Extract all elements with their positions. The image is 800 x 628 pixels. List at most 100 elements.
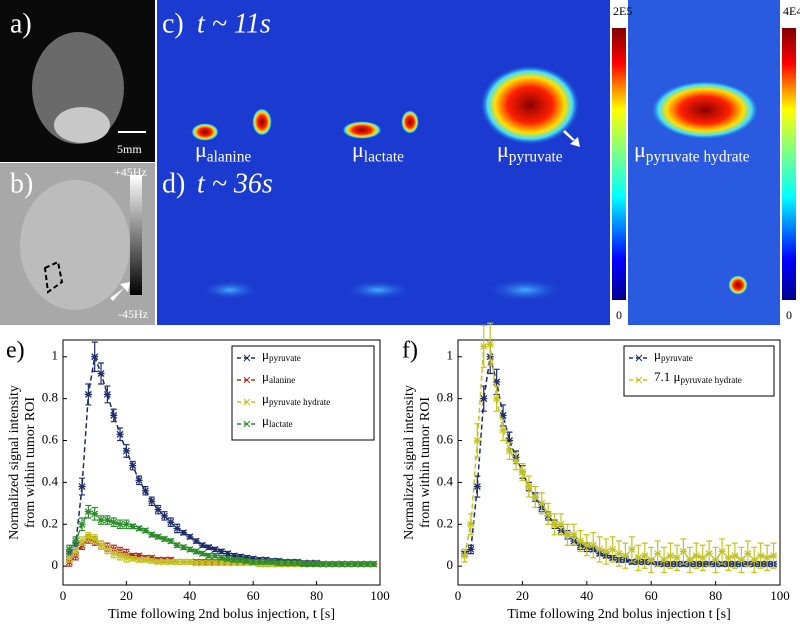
signal [252,108,272,136]
y-tick-label: 0.6 [42,431,59,446]
data-point [198,541,206,549]
y-tick-label: 0.4 [42,473,59,488]
data-point [557,520,565,528]
data-point [205,552,213,560]
data-point [230,556,238,564]
colorbar-label: 0 [616,308,622,322]
data-point [122,520,130,528]
data-point [679,548,687,555]
x-tick-label: 100 [770,588,790,603]
data-point [287,559,295,567]
data-point [160,512,168,520]
data-point [97,541,105,549]
data-point [198,559,206,567]
data-point [103,390,111,398]
legend-label: μpyruvate hydrate [262,391,330,407]
data-point [692,552,700,560]
data-point [65,554,73,562]
roi [43,260,64,294]
data-point [173,541,181,549]
data-point [667,552,675,560]
data-point [167,537,175,545]
data-point [179,529,187,537]
data-point [313,560,321,568]
data-point [647,556,655,564]
data-point [576,537,584,545]
data-point [192,548,200,555]
data-point [103,516,111,524]
data-point [351,560,359,568]
panel-label: f) [402,338,418,364]
map-label: μalanine [195,137,251,165]
data-point [135,525,143,532]
data-point [621,552,629,560]
data-point [757,552,765,560]
x-axis-label: Time following 2nd bolus injection, t [s… [108,607,335,622]
data-point [72,548,80,555]
data-point [179,543,187,551]
data-point [218,548,225,555]
anatomy [54,107,110,143]
map-label: μlactate [352,137,404,165]
data-point [473,483,481,491]
signal [343,280,413,300]
data-point [167,518,175,526]
x-tick-label: 0 [60,588,67,603]
legend-label: 7.1 μpyruvate hydrate [654,369,742,385]
data-point [110,550,118,558]
data-point [737,556,745,564]
data-point [332,560,340,568]
data-point [493,395,501,403]
data-point [192,559,200,567]
legend-marker [635,354,643,362]
data-point [148,557,156,565]
data-point [192,537,200,545]
data-point [724,554,732,562]
data-point [211,559,219,567]
panel-label: c) [162,8,184,39]
data-point [660,556,668,564]
x-tick-label: 100 [370,588,390,603]
data-point [129,555,137,563]
x-tick-label: 20 [120,588,133,603]
data-point [268,558,276,566]
time-label: t ~ 11s [197,8,271,39]
colorbar-label: -45Hz [118,307,148,321]
data-point [224,550,232,558]
x-tick-label: 40 [183,588,196,603]
data-point [499,426,507,434]
data-point [615,550,623,558]
data-point [78,483,86,491]
data-point [325,560,333,568]
data-point [224,555,232,563]
colorbar-label: 4E4 [783,4,800,18]
y-tick-label: 0.8 [437,390,453,405]
data-point [551,520,559,528]
data-point [319,560,327,568]
y-axis-label: from within tumor ROI [23,397,38,528]
arrow [563,130,580,147]
data-point [97,516,105,524]
colorbar-label: 2E5 [613,4,632,18]
colorbar [130,175,142,295]
data-point [205,559,213,567]
data-point [563,531,571,539]
data-point [370,560,378,568]
signal [650,80,760,140]
x-tick-label: 40 [580,588,593,603]
data-point [634,554,642,562]
data-point [154,506,162,514]
signal [191,123,219,141]
data-point [249,558,257,566]
data-point [116,430,124,438]
colorbar-label: +45Hz [114,165,147,179]
data-point [186,545,194,553]
y-axis-label: from within tumor ROI [418,397,433,528]
legend-marker [635,376,643,384]
legend-marker [243,354,251,362]
data-point [141,556,149,564]
data-point [129,522,137,530]
data-point [699,554,707,562]
data-point [641,552,649,560]
data-point [173,525,181,532]
